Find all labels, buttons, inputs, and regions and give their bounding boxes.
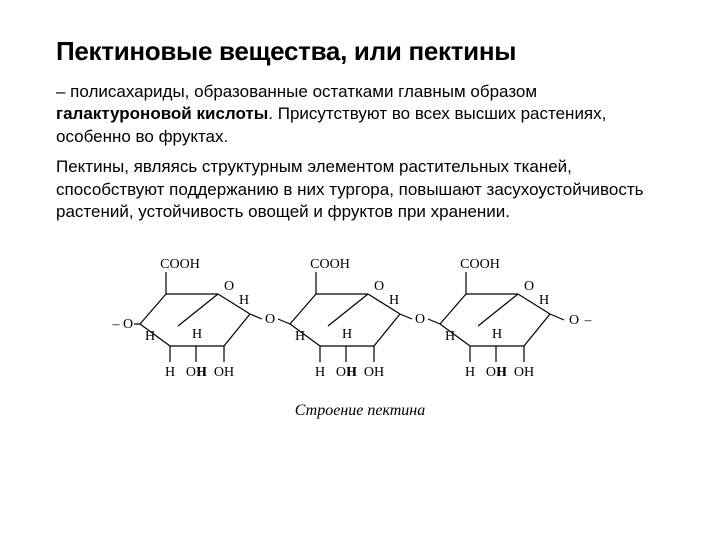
- paragraph-2: Пектины, являясь структурным элементом р…: [56, 156, 664, 223]
- svg-text:–: –: [112, 317, 121, 332]
- pectin-structure-diagram: COOHOHHOHHOHH–OOHCOOHOHHOHHOHHOHCOOHOHHO…: [56, 238, 664, 420]
- svg-text:H: H: [165, 365, 175, 380]
- svg-text:COOH: COOH: [310, 257, 350, 272]
- svg-text:OH: OH: [364, 365, 384, 380]
- svg-text:O: O: [415, 312, 425, 327]
- svg-text:–: –: [584, 313, 593, 328]
- svg-text:H: H: [389, 293, 399, 308]
- svg-text:O: O: [123, 317, 133, 332]
- diagram-caption: Строение пектина: [295, 402, 425, 420]
- svg-text:H: H: [239, 293, 249, 308]
- svg-text:OH: OH: [514, 365, 534, 380]
- svg-text:H: H: [145, 329, 155, 344]
- para1-bold: галактуроновой кислоты: [56, 104, 268, 123]
- svg-text:H: H: [342, 327, 352, 342]
- slide: Пектиновые вещества, или пектины – полис…: [0, 0, 720, 440]
- body-text: – полисахариды, образованные остатками г…: [56, 81, 664, 224]
- svg-text:COOH: COOH: [460, 257, 500, 272]
- svg-text:H: H: [465, 365, 475, 380]
- paragraph-1: – полисахариды, образованные остатками г…: [56, 81, 664, 148]
- chemical-structure-svg: COOHOHHOHHOHH–OOHCOOHOHHOHHOHHOHCOOHOHHO…: [100, 238, 620, 398]
- page-title: Пектиновые вещества, или пектины: [56, 36, 664, 67]
- svg-text:O: O: [569, 313, 579, 328]
- para1-pre: – полисахариды, образованные остатками г…: [56, 82, 537, 101]
- svg-text:H: H: [315, 365, 325, 380]
- svg-text:H: H: [295, 329, 305, 344]
- svg-text:H: H: [445, 329, 455, 344]
- svg-text:OH: OH: [214, 365, 234, 380]
- svg-text:H: H: [347, 365, 357, 380]
- svg-text:H: H: [197, 365, 207, 380]
- svg-text:COOH: COOH: [160, 257, 200, 272]
- svg-text:H: H: [192, 327, 202, 342]
- svg-text:H: H: [497, 365, 507, 380]
- svg-text:H: H: [492, 327, 502, 342]
- svg-text:O: O: [374, 279, 384, 294]
- svg-text:H: H: [539, 293, 549, 308]
- svg-text:O: O: [265, 312, 275, 327]
- svg-text:O: O: [524, 279, 534, 294]
- svg-text:O: O: [224, 279, 234, 294]
